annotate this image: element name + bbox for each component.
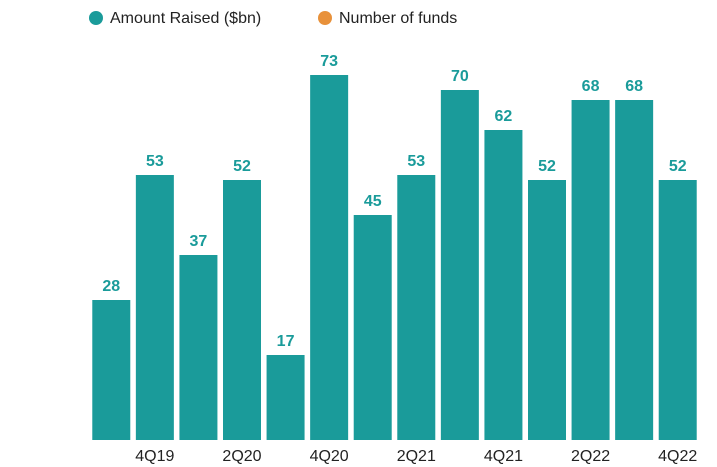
- x-tick-label: 4Q20: [310, 448, 349, 465]
- bar: [658, 180, 697, 440]
- value-label: 52: [538, 158, 556, 175]
- bar: [615, 100, 654, 440]
- value-label: 68: [625, 78, 643, 95]
- bar: [440, 90, 479, 440]
- value-label: 62: [495, 108, 513, 125]
- bar: [179, 255, 218, 440]
- legend-label: Number of funds: [339, 10, 457, 27]
- bar: [484, 130, 523, 440]
- value-label: 52: [669, 158, 687, 175]
- value-label: 73: [320, 53, 338, 70]
- value-label: 53: [407, 153, 425, 170]
- x-tick-label: 4Q21: [484, 448, 523, 465]
- legend-marker: [89, 11, 103, 25]
- value-label: 52: [233, 158, 251, 175]
- value-label: 70: [451, 68, 469, 85]
- value-label: 17: [277, 333, 295, 350]
- value-label: 37: [190, 233, 208, 250]
- x-tick-label: 2Q22: [571, 448, 610, 465]
- bar: [571, 100, 610, 440]
- bar: [135, 175, 174, 440]
- x-tick-label: 4Q19: [135, 448, 174, 465]
- bar: [353, 215, 392, 440]
- value-label: 53: [146, 153, 164, 170]
- bar: [92, 300, 131, 440]
- bar: [528, 180, 566, 440]
- x-tick-label: 2Q20: [222, 448, 261, 465]
- legend-label: Amount Raised ($bn): [110, 10, 261, 27]
- bar: [223, 180, 261, 440]
- value-label: 28: [102, 278, 120, 295]
- legend-marker: [318, 11, 332, 25]
- value-label: 45: [364, 193, 382, 210]
- value-label: 68: [582, 78, 600, 95]
- bar: [266, 355, 305, 440]
- bar: [397, 175, 436, 440]
- x-tick-label: 2Q21: [397, 448, 436, 465]
- x-tick-label: 4Q22: [658, 448, 697, 465]
- bar: [310, 75, 349, 440]
